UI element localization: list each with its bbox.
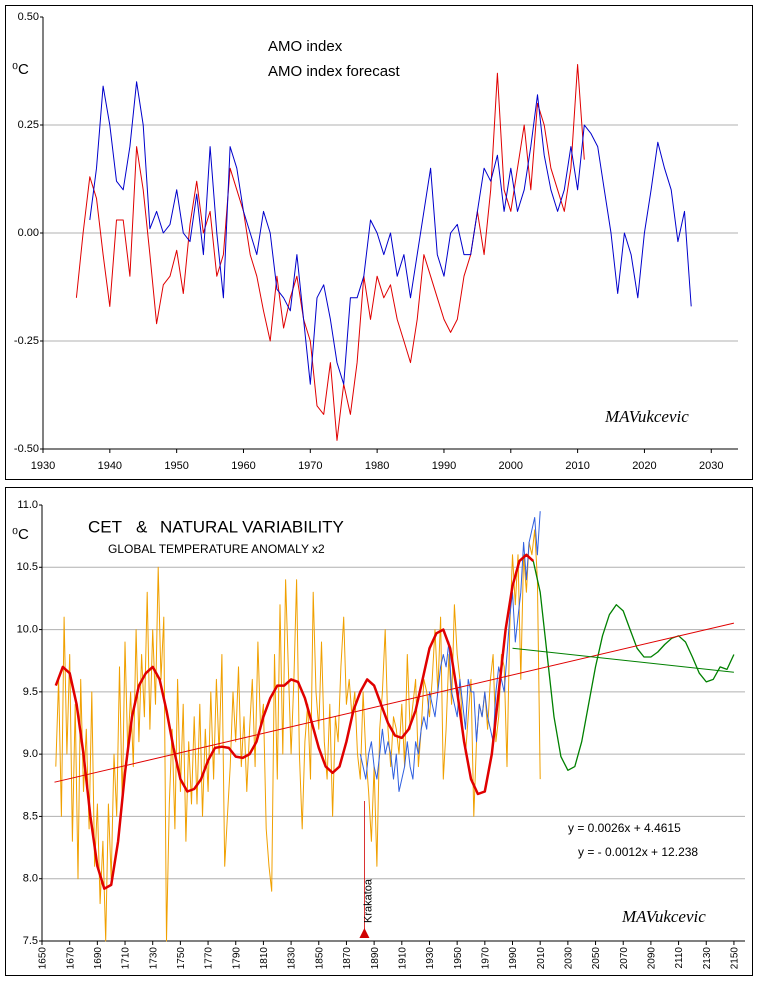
y-tick-label: 8.0	[23, 873, 38, 885]
legend-label: AMO index forecast	[268, 63, 401, 80]
x-tick-label: 2020	[632, 460, 656, 472]
y-tick-label: 7.5	[23, 935, 38, 947]
x-tick-label: 2010	[536, 947, 547, 970]
annotation-marker	[359, 928, 370, 938]
x-tick-label: 2050	[591, 947, 602, 970]
series-line	[75, 64, 585, 441]
x-tick-label: 2070	[619, 947, 630, 970]
x-tick-label: 2010	[565, 460, 589, 472]
x-tick-label: 1790	[231, 947, 242, 970]
legend-label: GLOBAL TEMPERATURE ANOMALY x2	[108, 542, 325, 556]
y-tick-label: 0.50	[18, 11, 39, 23]
legend-label: CET	[88, 517, 122, 536]
y-tick-label: 10.0	[17, 623, 38, 635]
x-tick-label: 1970	[298, 460, 322, 472]
x-tick-label: 1850	[314, 947, 325, 970]
equation: y = 0.0026x + 4.4615	[568, 821, 681, 835]
x-tick-label: 1670	[65, 947, 76, 970]
x-tick-label: 1730	[148, 947, 159, 970]
x-tick-label: 1890	[370, 947, 381, 970]
signature: MAVukcevic	[604, 407, 689, 426]
x-tick-label: 1990	[432, 460, 456, 472]
x-tick-label: 1690	[93, 947, 104, 970]
annotation-label: Krakatoa	[362, 878, 374, 923]
x-tick-label: 2150	[730, 947, 741, 970]
series-line	[89, 81, 692, 385]
x-tick-label: 1830	[287, 947, 298, 970]
x-tick-label: 2110	[674, 947, 685, 969]
y-tick-label: 11.0	[17, 499, 38, 511]
x-tick-label: 1710	[121, 947, 132, 970]
series-line	[532, 560, 735, 771]
series-line	[512, 647, 734, 673]
x-tick-label: 1990	[508, 947, 519, 970]
top-panel	[5, 5, 753, 480]
x-tick-label: 1650	[38, 947, 49, 970]
y-tick-label: 8.5	[23, 810, 38, 822]
series-line	[359, 511, 541, 792]
x-tick-label: 1750	[176, 947, 187, 970]
x-tick-label: 1970	[480, 947, 491, 970]
legend-label: AMO index	[268, 38, 343, 55]
x-tick-label: 2030	[564, 947, 575, 970]
series-line	[54, 553, 535, 890]
series-line	[54, 622, 735, 783]
y-tick-label: 9.5	[23, 686, 38, 698]
legend-label: NATURAL VARIABILITY	[160, 517, 344, 536]
x-tick-label: 1930	[425, 947, 436, 970]
equation: y = - 0.0012x + 12.238	[578, 845, 698, 859]
y-axis-label: ⁰C	[12, 61, 29, 78]
x-tick-label: 1870	[342, 947, 353, 970]
x-tick-label: 1810	[259, 947, 270, 970]
x-tick-label: 2090	[647, 947, 658, 970]
series-line	[55, 529, 541, 942]
y-tick-label: 10.5	[17, 561, 38, 573]
x-tick-label: 1940	[98, 460, 122, 472]
y-tick-label: 9.0	[23, 748, 38, 760]
y-tick-label: -0.25	[14, 335, 39, 347]
x-tick-label: 1950	[164, 460, 188, 472]
x-tick-label: 1770	[204, 947, 215, 970]
x-tick-label: 2000	[499, 460, 523, 472]
x-tick-label: 1960	[231, 460, 255, 472]
x-tick-label: 1980	[365, 460, 389, 472]
y-tick-label: 0.25	[18, 119, 39, 131]
legend-separator: &	[136, 517, 148, 536]
x-tick-label: 1930	[31, 460, 55, 472]
bottom-panel	[5, 487, 753, 976]
x-tick-label: 2130	[702, 947, 713, 970]
y-axis-label: ⁰C	[12, 526, 29, 543]
x-tick-label: 2030	[699, 460, 723, 472]
x-tick-label: 1910	[397, 947, 408, 970]
y-tick-label: 0.00	[18, 227, 39, 239]
signature: MAVukcevic	[621, 907, 706, 926]
x-tick-label: 1950	[453, 947, 464, 970]
y-tick-label: -0.50	[14, 443, 39, 455]
